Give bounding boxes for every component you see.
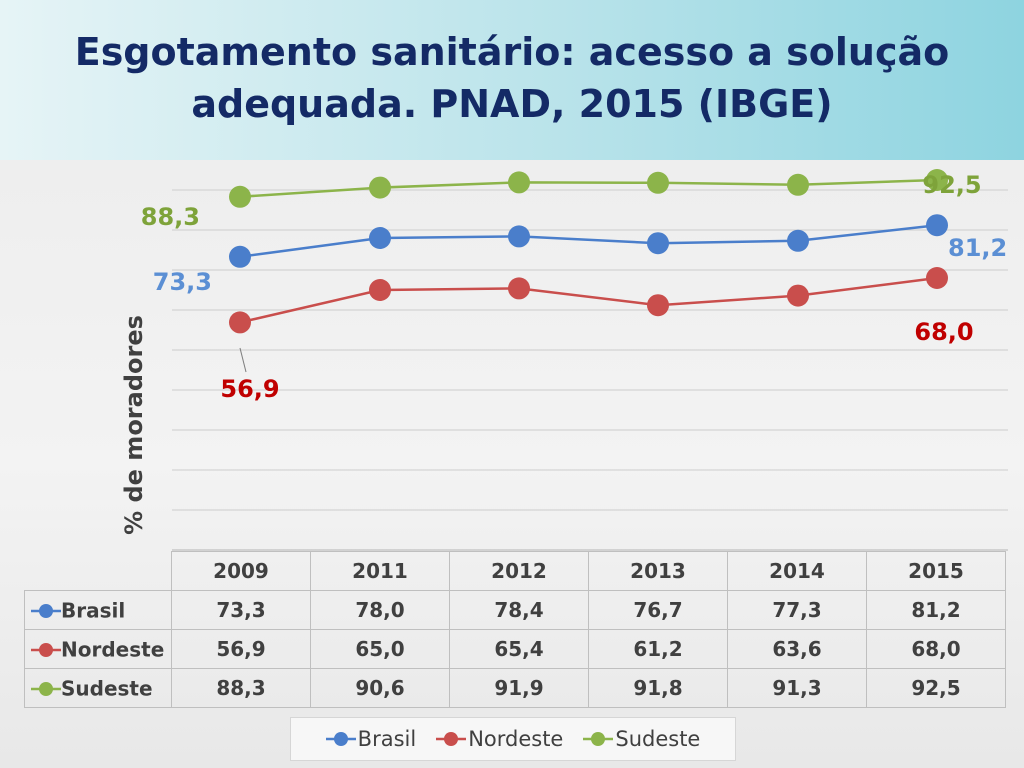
row-label-text: Sudeste <box>61 676 153 701</box>
table-cell-brasil-2015: 81,2 <box>866 590 1006 630</box>
point-sudeste-2015 <box>926 169 948 191</box>
table-header-2014: 2014 <box>727 551 867 591</box>
point-nordeste-2012 <box>508 277 530 300</box>
table-cell-sudeste-2014: 91,3 <box>727 668 867 708</box>
series-lines <box>239 178 938 324</box>
table-row-label-nordeste: Nordeste <box>24 629 172 669</box>
legend-key-sudeste <box>31 681 61 696</box>
legend-marker-sudeste <box>583 732 614 746</box>
legend-label-sudeste: Sudeste <box>615 727 701 751</box>
point-brasil-2014 <box>787 229 809 252</box>
table-cell-nordeste-2013: 61,2 <box>588 629 728 669</box>
point-brasil-2011 <box>369 227 391 249</box>
table-cell-brasil-2012: 78,4 <box>449 590 589 630</box>
data-label-nordeste-last: 68,0 <box>914 318 973 346</box>
point-brasil-2009 <box>229 245 251 268</box>
data-label-sudeste-last: 92,5 <box>922 171 981 199</box>
leader-line <box>239 347 247 373</box>
table-header-2011: 2011 <box>310 551 450 591</box>
table-header-2013: 2013 <box>588 551 728 591</box>
point-brasil-2012 <box>508 225 530 248</box>
data-label-nordeste-first: 56,9 <box>220 375 279 403</box>
table-cell-brasil-2014: 77,3 <box>727 590 867 630</box>
legend-key-brasil <box>31 603 61 618</box>
table-row: Nordeste 56,9 65,0 65,4 61,2 63,6 68,0 <box>24 629 1006 669</box>
legend-item-nordeste: Nordeste <box>436 727 563 751</box>
table-row: Brasil 73,3 78,0 78,4 76,7 77,3 81,2 <box>24 590 1006 630</box>
table-cell-sudeste-2013: 91,8 <box>588 668 728 708</box>
legend-key-nordeste <box>31 642 61 657</box>
row-label-text: Brasil <box>61 598 126 623</box>
table-cell-brasil-2009: 73,3 <box>171 590 311 630</box>
table-cell-nordeste-2015: 68,0 <box>866 629 1006 669</box>
title-banner: Esgotamento sanitário: acesso a solução … <box>0 0 1024 160</box>
point-nordeste-2015 <box>926 267 948 289</box>
table-cell-nordeste-2011: 65,0 <box>310 629 450 669</box>
point-sudeste-2014 <box>787 173 809 196</box>
data-label-brasil-first: 73,3 <box>153 268 212 296</box>
table-cell-nordeste-2014: 63,6 <box>727 629 867 669</box>
point-nordeste-2009 <box>229 311 251 334</box>
legend-label-nordeste: Nordeste <box>468 727 564 751</box>
line-chart: 73,3 81,2 56,9 68,0 88,3 92,5 % de moradores <box>120 169 1008 551</box>
legend-marker-brasil <box>325 732 356 746</box>
series-line-nordeste <box>239 276 938 324</box>
point-brasil-2013 <box>647 232 669 255</box>
table-header-2009: 2009 <box>171 551 311 591</box>
point-sudeste-2009 <box>229 185 251 208</box>
point-sudeste-2012 <box>508 171 530 194</box>
table-cell-sudeste-2011: 90,6 <box>310 668 450 708</box>
gridlines <box>172 189 1008 551</box>
point-nordeste-2013 <box>647 294 669 317</box>
table-cell-sudeste-2009: 88,3 <box>171 668 311 708</box>
series-points <box>229 169 948 334</box>
data-label-brasil-last: 81,2 <box>948 234 1007 262</box>
chart-title: Esgotamento sanitário: acesso a solução … <box>74 30 950 126</box>
table-cell-brasil-2011: 78,0 <box>310 590 450 630</box>
table-row-label-sudeste: Sudeste <box>24 668 172 708</box>
point-sudeste-2011 <box>369 176 391 199</box>
legend: Brasil Nordeste Sudeste <box>290 717 736 761</box>
row-label-text: Nordeste <box>61 637 165 662</box>
legend-label-brasil: Brasil <box>357 727 417 751</box>
table-cell-nordeste-2009: 56,9 <box>171 629 311 669</box>
table-corner <box>25 552 172 591</box>
table-cell-sudeste-2012: 91,9 <box>449 668 589 708</box>
legend-marker-nordeste <box>436 732 467 746</box>
point-nordeste-2014 <box>787 284 809 307</box>
point-nordeste-2011 <box>369 279 391 301</box>
table-cell-sudeste-2015: 92,5 <box>866 668 1006 708</box>
table-row-label-brasil: Brasil <box>24 590 172 630</box>
data-table: 2009 2011 2012 2013 2014 2015 Brasil 73,3 78,0 78… <box>24 551 1006 708</box>
point-sudeste-2013 <box>647 171 669 194</box>
table-row: Sudeste 88,3 90,6 91,9 91,8 91,3 92,5 <box>24 668 1006 708</box>
legend-item-brasil: Brasil <box>325 727 417 751</box>
legend-item-sudeste: Sudeste <box>583 727 700 751</box>
table-header-row: 2009 2011 2012 2013 2014 2015 <box>25 551 1006 591</box>
table-cell-nordeste-2012: 65,4 <box>449 629 589 669</box>
point-brasil-2015 <box>926 214 948 237</box>
table-header-2015: 2015 <box>866 551 1006 591</box>
table-header-2012: 2012 <box>449 551 589 591</box>
table-cell-brasil-2013: 76,7 <box>588 590 728 630</box>
series-line-sudeste <box>239 178 938 199</box>
data-labels: 73,3 81,2 56,9 68,0 88,3 92,5 <box>141 171 1007 403</box>
y-axis-label: % de moradores <box>120 315 148 535</box>
data-label-sudeste-first: 88,3 <box>141 203 200 231</box>
series-line-brasil <box>239 223 938 259</box>
